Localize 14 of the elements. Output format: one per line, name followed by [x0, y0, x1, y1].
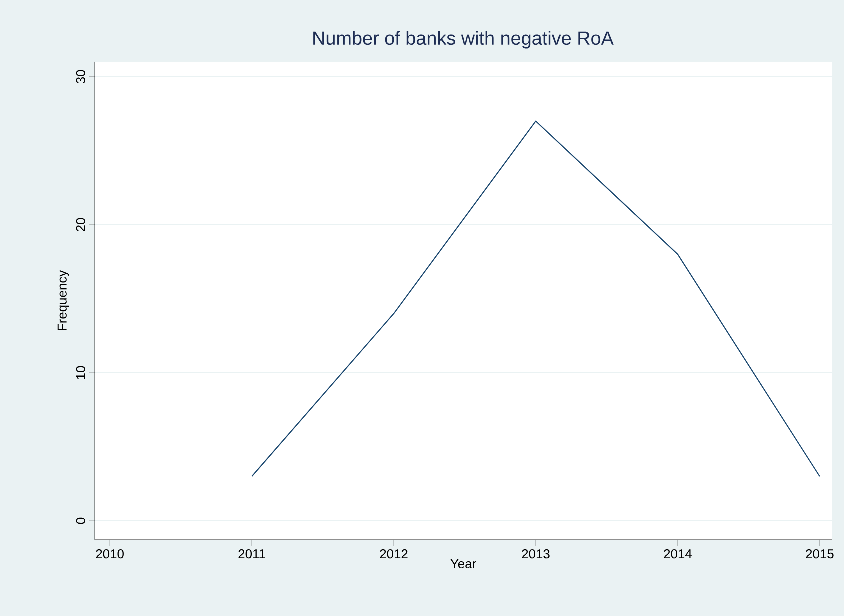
line-series: [251, 120, 820, 478]
y-tick-label: 10: [76, 366, 86, 380]
x-tick-label: 2012: [380, 550, 408, 559]
x-tick-label: 2010: [96, 550, 124, 559]
x-tick-label: 2015: [806, 550, 834, 559]
y-tick-label: 0: [76, 518, 86, 524]
y-tick-label: 30: [76, 70, 86, 84]
x-tick-label: 2014: [664, 550, 692, 559]
x-tick-label: 2011: [238, 550, 266, 559]
x-tick-label: 2013: [522, 550, 550, 559]
y-tick-label: 20: [76, 218, 86, 232]
chart-title: Number of banks with negative RoA: [314, 31, 614, 49]
x-axis-title: Year: [450, 560, 476, 569]
y-axis-title: Frequency: [58, 270, 70, 331]
